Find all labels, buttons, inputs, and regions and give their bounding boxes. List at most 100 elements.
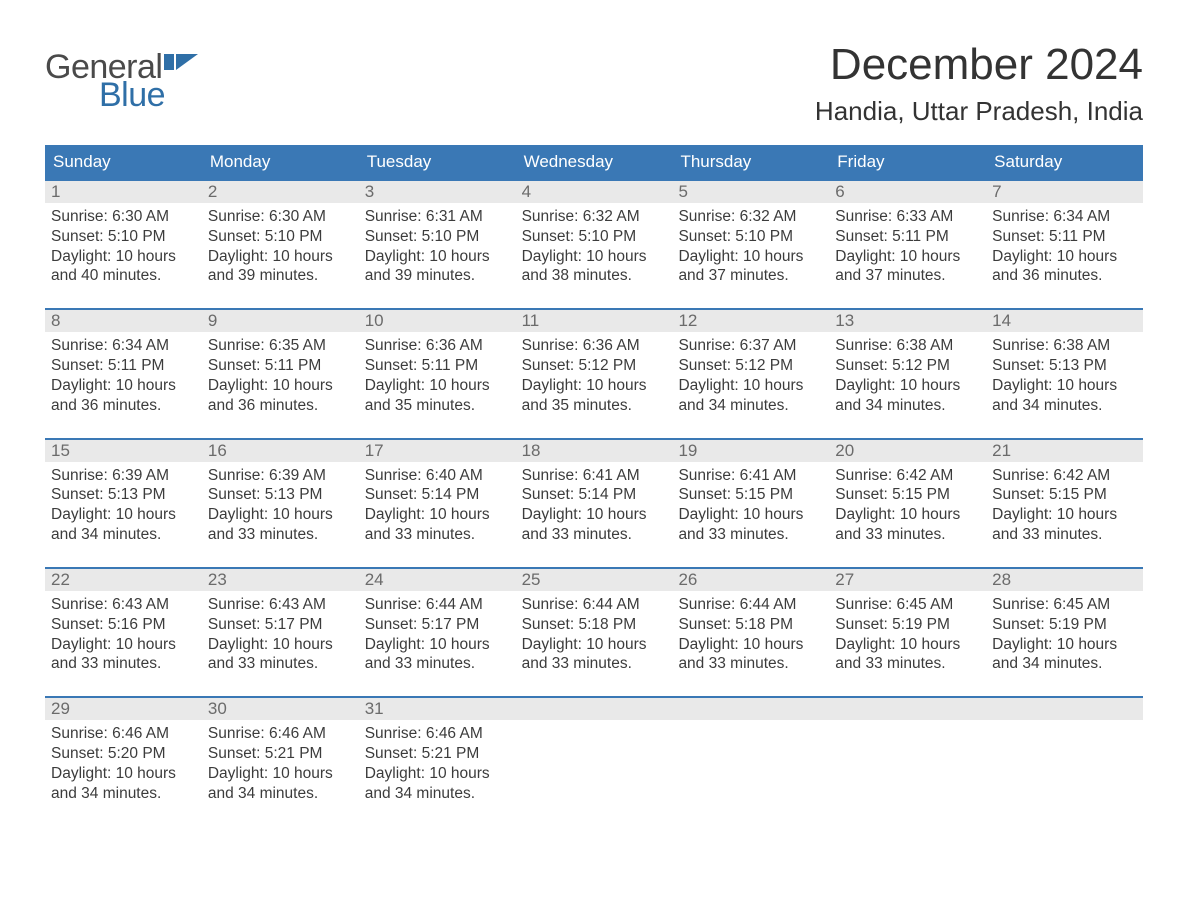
day-details: Sunrise: 6:38 AMSunset: 5:12 PMDaylight:… — [835, 332, 980, 415]
sunrise-line: Sunrise: 6:32 AM — [522, 207, 667, 227]
sunrise-line: Sunrise: 6:32 AM — [678, 207, 823, 227]
sunset-line: Sunset: 5:13 PM — [51, 485, 196, 505]
daylight-line: Daylight: 10 hours and 36 minutes. — [992, 247, 1137, 287]
day-number: 18 — [516, 440, 673, 462]
sunrise-line: Sunrise: 6:42 AM — [835, 466, 980, 486]
title-block: December 2024 Handia, Uttar Pradesh, Ind… — [815, 40, 1143, 127]
day-number: 2 — [202, 181, 359, 203]
day-number: 5 — [672, 181, 829, 203]
day-cell: 28Sunrise: 6:45 AMSunset: 5:19 PMDayligh… — [986, 569, 1143, 684]
sunset-line: Sunset: 5:11 PM — [365, 356, 510, 376]
daylight-line: Daylight: 10 hours and 34 minutes. — [992, 376, 1137, 416]
day-number: 17 — [359, 440, 516, 462]
sunrise-line: Sunrise: 6:44 AM — [365, 595, 510, 615]
day-number: 12 — [672, 310, 829, 332]
sunset-line: Sunset: 5:21 PM — [208, 744, 353, 764]
sunset-line: Sunset: 5:10 PM — [522, 227, 667, 247]
day-cell: 3Sunrise: 6:31 AMSunset: 5:10 PMDaylight… — [359, 181, 516, 296]
day-cell: 30Sunrise: 6:46 AMSunset: 5:21 PMDayligh… — [202, 698, 359, 813]
day-number: 22 — [45, 569, 202, 591]
day-details: Sunrise: 6:46 AMSunset: 5:20 PMDaylight:… — [51, 720, 196, 803]
sunrise-line: Sunrise: 6:38 AM — [835, 336, 980, 356]
day-cell: 22Sunrise: 6:43 AMSunset: 5:16 PMDayligh… — [45, 569, 202, 684]
day-details: Sunrise: 6:43 AMSunset: 5:16 PMDaylight:… — [51, 591, 196, 674]
daylight-line: Daylight: 10 hours and 33 minutes. — [678, 505, 823, 545]
daylight-line: Daylight: 10 hours and 38 minutes. — [522, 247, 667, 287]
sunset-line: Sunset: 5:21 PM — [365, 744, 510, 764]
daylight-line: Daylight: 10 hours and 39 minutes. — [365, 247, 510, 287]
sunset-line: Sunset: 5:10 PM — [51, 227, 196, 247]
sunset-line: Sunset: 5:20 PM — [51, 744, 196, 764]
day-cell: 20Sunrise: 6:42 AMSunset: 5:15 PMDayligh… — [829, 440, 986, 555]
day-details: Sunrise: 6:39 AMSunset: 5:13 PMDaylight:… — [208, 462, 353, 545]
day-details: Sunrise: 6:42 AMSunset: 5:15 PMDaylight:… — [835, 462, 980, 545]
day-details: Sunrise: 6:44 AMSunset: 5:17 PMDaylight:… — [365, 591, 510, 674]
day-number: 29 — [45, 698, 202, 720]
sunset-line: Sunset: 5:11 PM — [992, 227, 1137, 247]
day-details: Sunrise: 6:41 AMSunset: 5:15 PMDaylight:… — [678, 462, 823, 545]
day-details: Sunrise: 6:44 AMSunset: 5:18 PMDaylight:… — [678, 591, 823, 674]
dow-monday: Monday — [202, 145, 359, 179]
dow-sunday: Sunday — [45, 145, 202, 179]
day-number — [516, 698, 673, 720]
sunrise-line: Sunrise: 6:34 AM — [51, 336, 196, 356]
day-details: Sunrise: 6:38 AMSunset: 5:13 PMDaylight:… — [992, 332, 1137, 415]
daylight-line: Daylight: 10 hours and 37 minutes. — [835, 247, 980, 287]
sunset-line: Sunset: 5:14 PM — [522, 485, 667, 505]
day-of-week-header: Sunday Monday Tuesday Wednesday Thursday… — [45, 145, 1143, 179]
daylight-line: Daylight: 10 hours and 40 minutes. — [51, 247, 196, 287]
daylight-line: Daylight: 10 hours and 33 minutes. — [51, 635, 196, 675]
location-subtitle: Handia, Uttar Pradesh, India — [815, 96, 1143, 127]
day-number: 4 — [516, 181, 673, 203]
day-details: Sunrise: 6:34 AMSunset: 5:11 PMDaylight:… — [992, 203, 1137, 286]
day-cell: 12Sunrise: 6:37 AMSunset: 5:12 PMDayligh… — [672, 310, 829, 425]
daylight-line: Daylight: 10 hours and 34 minutes. — [51, 764, 196, 804]
day-cell: 16Sunrise: 6:39 AMSunset: 5:13 PMDayligh… — [202, 440, 359, 555]
sunset-line: Sunset: 5:10 PM — [208, 227, 353, 247]
sunrise-line: Sunrise: 6:33 AM — [835, 207, 980, 227]
day-cell: 18Sunrise: 6:41 AMSunset: 5:14 PMDayligh… — [516, 440, 673, 555]
day-cell: 23Sunrise: 6:43 AMSunset: 5:17 PMDayligh… — [202, 569, 359, 684]
daylight-line: Daylight: 10 hours and 36 minutes. — [208, 376, 353, 416]
day-details: Sunrise: 6:46 AMSunset: 5:21 PMDaylight:… — [208, 720, 353, 803]
day-number: 28 — [986, 569, 1143, 591]
day-number: 16 — [202, 440, 359, 462]
brand-logo: General Blue — [45, 40, 198, 112]
day-number: 15 — [45, 440, 202, 462]
daylight-line: Daylight: 10 hours and 33 minutes. — [208, 505, 353, 545]
sunset-line: Sunset: 5:11 PM — [208, 356, 353, 376]
day-number: 3 — [359, 181, 516, 203]
day-cell: 29Sunrise: 6:46 AMSunset: 5:20 PMDayligh… — [45, 698, 202, 813]
dow-friday: Friday — [829, 145, 986, 179]
day-number: 25 — [516, 569, 673, 591]
day-number — [829, 698, 986, 720]
daylight-line: Daylight: 10 hours and 33 minutes. — [365, 505, 510, 545]
sunset-line: Sunset: 5:17 PM — [365, 615, 510, 635]
day-number: 8 — [45, 310, 202, 332]
week-row: 22Sunrise: 6:43 AMSunset: 5:16 PMDayligh… — [45, 567, 1143, 684]
day-details: Sunrise: 6:46 AMSunset: 5:21 PMDaylight:… — [365, 720, 510, 803]
day-number: 9 — [202, 310, 359, 332]
day-details: Sunrise: 6:30 AMSunset: 5:10 PMDaylight:… — [51, 203, 196, 286]
sunrise-line: Sunrise: 6:36 AM — [522, 336, 667, 356]
day-number: 21 — [986, 440, 1143, 462]
daylight-line: Daylight: 10 hours and 33 minutes. — [835, 505, 980, 545]
sunrise-line: Sunrise: 6:31 AM — [365, 207, 510, 227]
day-details: Sunrise: 6:36 AMSunset: 5:12 PMDaylight:… — [522, 332, 667, 415]
daylight-line: Daylight: 10 hours and 33 minutes. — [678, 635, 823, 675]
day-cell: 14Sunrise: 6:38 AMSunset: 5:13 PMDayligh… — [986, 310, 1143, 425]
daylight-line: Daylight: 10 hours and 36 minutes. — [51, 376, 196, 416]
dow-thursday: Thursday — [672, 145, 829, 179]
daylight-line: Daylight: 10 hours and 33 minutes. — [835, 635, 980, 675]
sunrise-line: Sunrise: 6:41 AM — [678, 466, 823, 486]
daylight-line: Daylight: 10 hours and 34 minutes. — [678, 376, 823, 416]
day-number: 30 — [202, 698, 359, 720]
daylight-line: Daylight: 10 hours and 33 minutes. — [522, 635, 667, 675]
day-details: Sunrise: 6:35 AMSunset: 5:11 PMDaylight:… — [208, 332, 353, 415]
sunset-line: Sunset: 5:16 PM — [51, 615, 196, 635]
sunrise-line: Sunrise: 6:43 AM — [51, 595, 196, 615]
calendar: Sunday Monday Tuesday Wednesday Thursday… — [45, 145, 1143, 814]
day-cell: 7Sunrise: 6:34 AMSunset: 5:11 PMDaylight… — [986, 181, 1143, 296]
sunrise-line: Sunrise: 6:45 AM — [835, 595, 980, 615]
sunset-line: Sunset: 5:15 PM — [678, 485, 823, 505]
